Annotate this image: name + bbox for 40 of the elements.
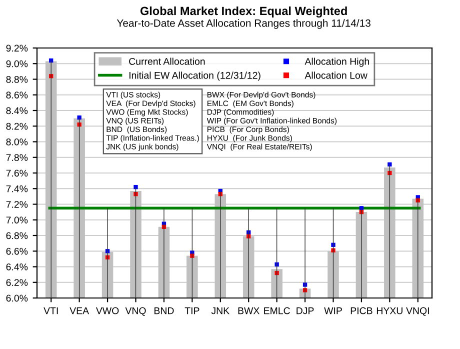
chart-title: Global Market Index: Equal Weighted: [140, 6, 347, 18]
x-tick-label: BWX: [238, 307, 260, 314]
y-tick-label: 8.6%: [6, 92, 28, 98]
y-tick-label: 8.0%: [6, 138, 28, 146]
point: [77, 115, 82, 120]
y-tick-label: 6.6%: [6, 248, 28, 255]
y-tick-label: 6.2%: [6, 279, 28, 286]
x-tick-label: TIP: [184, 307, 200, 314]
point: [388, 162, 392, 166]
point: [134, 184, 138, 190]
y-tick-label: 9.0%: [6, 60, 28, 68]
x-tick-label: HYXU: [376, 307, 402, 314]
y-tick-label: 9.2%: [6, 44, 28, 52]
x-tick-label: EMLC: [264, 307, 290, 314]
x-tick-label: VTI: [44, 307, 58, 314]
legend-label: Allocation Low: [304, 72, 368, 79]
x-tick-label: VWO: [96, 307, 119, 314]
y-tick-label: 7.6%: [6, 170, 28, 177]
y-tick-label: 7.8%: [6, 154, 28, 161]
y-tick-label: 6.0%: [6, 294, 28, 302]
y-tick-label: 8.4%: [6, 107, 28, 114]
y-tick-label: 7.0%: [6, 216, 28, 224]
x-tick-label: VNQ: [125, 307, 146, 316]
y-tick-label: 8.8%: [6, 76, 28, 83]
x-tick-label: PICB: [350, 307, 372, 314]
x-tick-label: WIP: [324, 307, 342, 314]
legend-label: Allocation High: [304, 58, 369, 67]
y-tick-label: 6.8%: [6, 232, 28, 240]
x-tick-label: BND: [154, 307, 174, 314]
x-tick-label: VEA: [70, 307, 90, 314]
legend-label: Initial EW Allocation (12/31/12): [129, 72, 260, 81]
y-tick-label: 8.2%: [6, 122, 28, 130]
legend-label: Current Allocation: [129, 58, 205, 65]
x-tick-label: DJP: [296, 307, 314, 314]
y-tick-label: 7.4%: [6, 185, 28, 192]
x-tick-label: VNQI: [406, 307, 429, 316]
y-tick-label: 7.2%: [6, 200, 28, 208]
chart-subtitle: Year-to-Date Asset Allocation Ranges through 11/14/13: [116, 19, 370, 29]
y-tick-label: 6.4%: [6, 263, 28, 270]
x-tick-label: JNK: [211, 307, 230, 314]
